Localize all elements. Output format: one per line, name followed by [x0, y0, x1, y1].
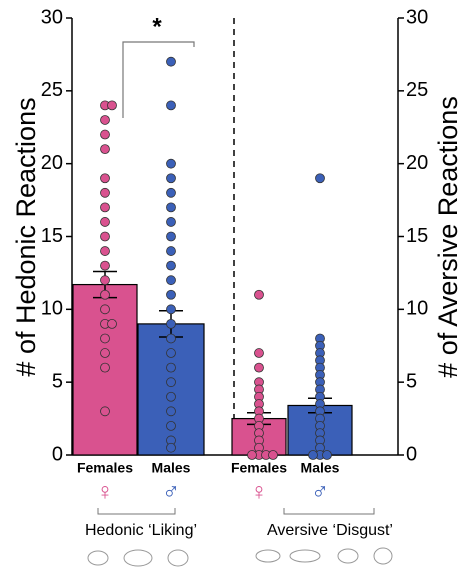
- y2-axis-label: # of Aversive Reactions: [433, 96, 463, 378]
- data-point: [167, 217, 176, 226]
- data-point: [167, 334, 176, 343]
- data-point: [167, 261, 176, 270]
- data-point: [101, 334, 110, 343]
- data-point: [101, 247, 110, 256]
- sex-symbol: ♂: [311, 478, 329, 505]
- data-point: [108, 101, 117, 110]
- y2-tick-label: 30: [406, 6, 428, 28]
- y-tick-label: 10: [41, 298, 63, 320]
- data-point: [167, 188, 176, 197]
- x-tick-label: Males: [152, 460, 191, 476]
- data-point: [167, 232, 176, 241]
- data-point: [167, 290, 176, 299]
- y2-tick-label: 5: [406, 370, 417, 392]
- chart: # of Hedonic Reactions # of Aversive Rea…: [0, 0, 472, 573]
- bar: [138, 324, 204, 455]
- data-point: [167, 421, 176, 430]
- data-point: [101, 115, 110, 124]
- sex-symbol: ♂: [162, 478, 180, 505]
- data-point: [309, 451, 318, 460]
- sex-symbol: ♀: [96, 478, 114, 505]
- data-point: [248, 451, 257, 460]
- group-label: Hedonic ‘Liking’: [85, 522, 197, 539]
- data-point: [167, 319, 176, 328]
- group-bracket: [98, 508, 175, 514]
- group-label: Aversive ‘Disgust’: [267, 522, 393, 539]
- x-tick-label: Males: [301, 460, 340, 476]
- data-point: [101, 276, 110, 285]
- x-tick-label: Females: [231, 460, 287, 476]
- data-point: [255, 363, 264, 372]
- y2-tick-label: 0: [406, 443, 417, 465]
- data-point: [167, 159, 176, 168]
- y-tick-label: 25: [41, 79, 63, 101]
- data-point: [101, 174, 110, 183]
- data-point: [101, 130, 110, 139]
- y-tick-label: 20: [41, 152, 63, 174]
- data-point: [101, 232, 110, 241]
- data-point: [167, 407, 176, 416]
- y2-tick-label: 15: [406, 225, 428, 247]
- data-point: [167, 443, 176, 452]
- data-point: [269, 451, 278, 460]
- y-tick-label: 30: [41, 6, 63, 28]
- data-point: [108, 319, 117, 328]
- data-point: [101, 407, 110, 416]
- data-point: [167, 276, 176, 285]
- significance-star: *: [152, 13, 162, 40]
- data-point: [101, 217, 110, 226]
- rat-icons: [88, 548, 392, 566]
- data-point: [167, 57, 176, 66]
- data-point: [167, 247, 176, 256]
- data-point: [167, 363, 176, 372]
- data-point: [255, 349, 264, 358]
- data-point: [167, 378, 176, 387]
- data-point: [167, 305, 176, 314]
- data-point: [101, 305, 110, 314]
- data-point: [101, 203, 110, 212]
- data-point: [316, 174, 325, 183]
- x-tick-label: Females: [77, 460, 133, 476]
- y-tick-label: 5: [52, 370, 63, 392]
- data-point: [101, 188, 110, 197]
- data-point: [323, 451, 332, 460]
- data-point: [167, 392, 176, 401]
- significance-bracket: [123, 42, 194, 118]
- group-bracket: [284, 508, 374, 514]
- data-point: [167, 101, 176, 110]
- data-point: [255, 290, 264, 299]
- data-point: [101, 349, 110, 358]
- data-point: [101, 363, 110, 372]
- data-point: [167, 174, 176, 183]
- y-tick-label: 15: [41, 225, 63, 247]
- y2-tick-label: 20: [406, 152, 428, 174]
- sex-symbol: ♀: [250, 478, 268, 505]
- y2-tick-label: 25: [406, 79, 428, 101]
- data-point: [167, 349, 176, 358]
- y-tick-label: 0: [52, 443, 63, 465]
- data-point: [101, 145, 110, 154]
- y2-tick-label: 10: [406, 298, 428, 320]
- data-point: [101, 261, 110, 270]
- y-axis-label: # of Hedonic Reactions: [11, 97, 41, 376]
- data-point: [101, 290, 110, 299]
- data-point: [167, 203, 176, 212]
